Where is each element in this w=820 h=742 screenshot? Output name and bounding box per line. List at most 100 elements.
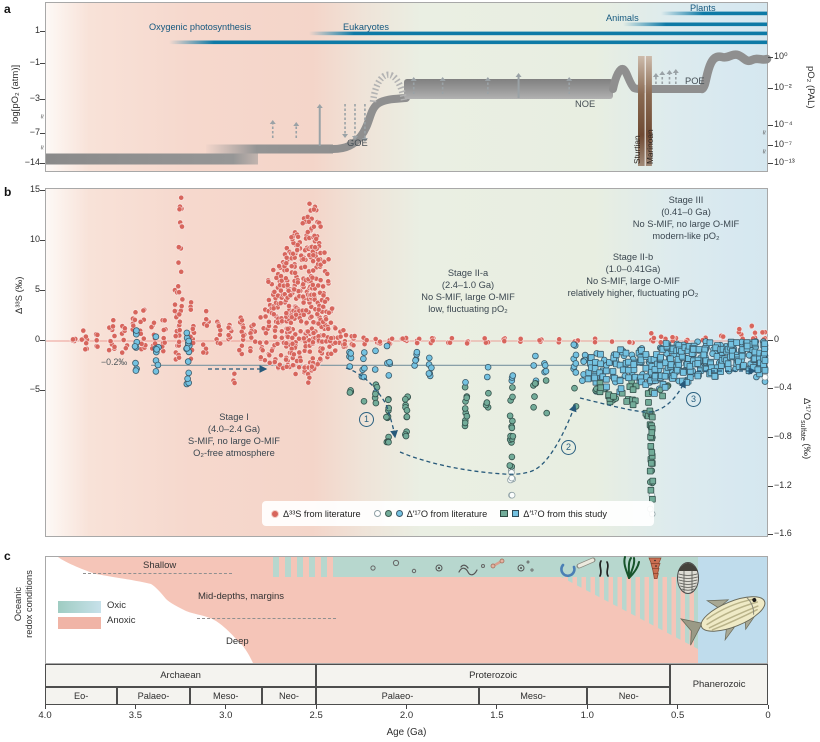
axis-tick-label: −5 [29,384,40,394]
age-tick-mark [134,705,136,709]
age-tick-mark [225,705,227,709]
axis-tick-label: −0.4 [774,382,792,392]
axis-tick-label: 0 [774,334,780,344]
axis-tick-mark [40,189,45,191]
axis-tick-label: 5 [34,284,40,294]
axis-tick-label: 0 [34,334,40,344]
scatter-points-squares [584,338,769,503]
stage-transition-dashed-path [208,365,757,475]
goe-overshoot-dashed-curve [369,71,408,103]
age-tick-label: 2.0 [399,710,414,721]
legend-item-o17-literature: Δ′¹⁷O from literature [373,508,488,519]
deepening-oxic-stripes [561,577,698,649]
axis-tick-mark [40,30,45,32]
axis-tick-mark [768,436,773,438]
panel-b-y-left-axis-title: Δ³³S (‰) [14,276,25,314]
panel-a-letter: a [4,2,11,16]
age-tick-label: 4.0 [38,710,52,721]
axis-tick-mark [40,389,45,391]
microfossil-icon [370,565,376,571]
axis-tick-mark [768,144,773,146]
panel-b-letter: b [4,185,12,199]
timescale-era-cell: Meso- [478,687,588,705]
trilobite-icon [677,562,699,594]
rod-fossil-icon [576,557,596,569]
step-2-badge: 2 [561,440,576,455]
step-3-badge: 3 [686,392,701,407]
goe-label: GOE [347,138,368,148]
legend-label-s33: Δ³³S from literature [283,508,361,519]
axis-tick-label: 10⁻⁷ [774,139,793,149]
age-tick-mark [315,705,317,709]
eukaryotes-bar [309,31,767,36]
panel-c-ocean-redox [45,556,768,664]
panel-c-graphics [58,556,767,663]
axis-tick-mark [40,162,45,164]
panel-b-y-right-axis-title: Δ′¹⁷Osulfate (‰) [799,398,812,460]
acritarch-icon [435,564,443,572]
legend-label-o17-literature: Δ′¹⁷O from literature [406,508,488,519]
axis-break-mark: ≈ [37,114,47,119]
axis-tick-label: −3 [29,93,40,103]
timescale-eon-cell-proterozoic: Proterozoic [316,664,671,687]
panel-c-y-axis-title: Oceanic redox conditions [13,570,34,638]
axis-tick-label: −1.2 [774,480,792,490]
axis-tick-mark [768,387,773,389]
panel-b-legend: Δ³³S from literature Δ′¹⁷O from literatu… [262,501,654,526]
blue-circle-marker-icon [395,510,403,517]
step-1-badge: 1 [359,412,374,427]
timescale-era-cell: Neo- [587,687,671,705]
axis-tick-mark [768,56,773,58]
animals-label: Animals [606,13,639,23]
stage2a-annotation: Stage II-a (2.4–1.0 Ga) No S-MIF, large … [421,268,515,314]
anoxic-legend-label: Anoxic [107,615,136,626]
u-shaped-fossil-icon [560,563,576,578]
panel-a-y-right-axis-title: pO₂ (PAL) [805,66,816,109]
age-tick-label: 3.0 [219,710,233,721]
panel-c-letter: c [4,549,11,563]
age-tick-mark [406,705,407,709]
axis-tick-label: 1 [34,25,40,35]
axis-tick-label: −0.8 [774,431,792,441]
plants-bar [661,11,767,16]
oxic-legend-swatch [58,601,101,613]
legend-item-s33: Δ³³S from literature [271,509,361,519]
axis-tick-mark [40,62,45,64]
age-axis-title: Age (Ga) [386,727,427,738]
axis-tick-mark [768,533,773,535]
timescale-era-cell: Palaeo- [316,687,479,705]
scatter-points [69,194,769,518]
age-tick-label: 1.0 [580,710,594,721]
age-tick-label: 3.5 [128,710,142,721]
oxygenic-photosynthesis-label: Oxygenic photosynthesis [149,22,252,32]
age-tick-label: 2.5 [309,710,323,721]
microfossil-icon [392,559,400,567]
legend-label-o17-this-study: Δ′¹⁷O from this study [523,508,607,519]
panel-b-isotope-scatter: Stage I (4.0–2.4 Ga) S-MIF, no large O-M… [45,188,769,537]
axis-tick-mark [40,339,45,341]
timescale-era-cell: Neo- [261,687,317,705]
microfossil-icon [481,564,485,568]
stage3-annotation: Stage III (0.41–0 Ga) No S-MIF, no large… [632,195,740,241]
timescale-era-cell: Palaeo- [117,687,190,705]
stage1-annotation: Stage I (4.0–2.4 Ga) S-MIF, no large O-M… [188,412,280,458]
open-circle-marker-icon [373,510,381,517]
macroalgae-icon [623,556,640,579]
panel-a-atmospheric-oxygen: Oxygenic photosynthesis Eukaryotes Anima… [45,2,772,172]
axis-tick-mark [40,132,45,134]
axis-tick-mark [768,124,773,126]
stage2b-annotation: Stage II-b (1.0–0.41Ga) No S-MIF, large … [567,252,699,298]
timescale-era-cell: Meso- [189,687,262,705]
age-tick-label: 0 [765,710,771,721]
age-tick-label: 1.5 [490,710,504,721]
anoxic-legend-swatch [58,616,101,629]
bone-shaped-fossil-icon [490,558,505,569]
scatter-points-red [69,194,768,386]
panel-b-graphics [46,194,769,518]
worm-fossil-icon [599,560,609,577]
axis-tick-mark [40,239,45,241]
axis-tick-label: −14 [24,157,40,167]
mid-depths-label: Mid-depths, margins [198,591,285,602]
axis-tick-mark [768,485,773,487]
red-dot-marker-icon [271,509,279,518]
